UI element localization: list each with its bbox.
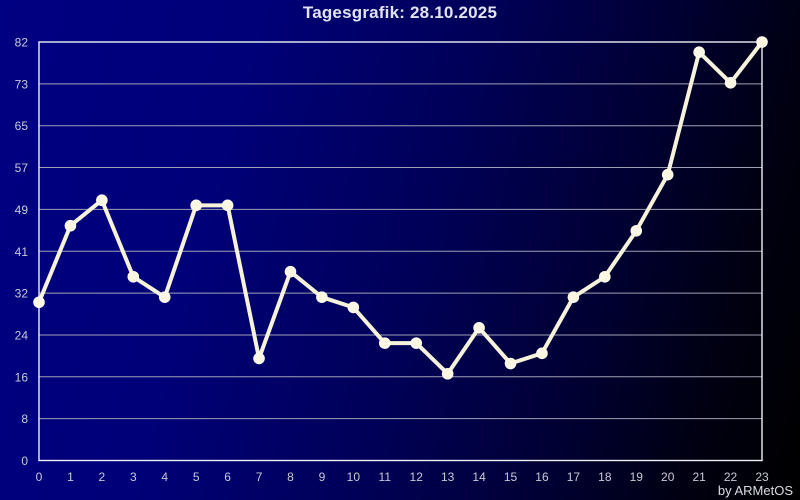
data-line	[37, 40, 764, 376]
data-point	[410, 337, 423, 349]
data-point	[441, 367, 454, 380]
x-tick-label: 1	[67, 470, 74, 484]
x-tick-label: 5	[193, 470, 200, 484]
data-point	[127, 270, 140, 283]
x-tick-label: 20	[661, 470, 675, 484]
data-point	[253, 352, 265, 365]
data-point	[536, 347, 548, 360]
data-point	[567, 291, 580, 303]
y-tick-label: 8	[21, 412, 28, 426]
x-tick-label: 14	[472, 470, 486, 484]
data-point	[724, 77, 737, 89]
x-tick-label: 13	[441, 470, 455, 484]
credit-label: by ARMetOS	[717, 483, 793, 498]
x-tick-label: 15	[504, 470, 518, 484]
y-tick-label: 65	[15, 119, 29, 133]
x-tick-label: 22	[724, 470, 738, 484]
y-tick-label: 41	[15, 245, 29, 259]
data-point	[756, 36, 768, 48]
y-tick-label: 0	[21, 454, 28, 468]
y-tick-label: 73	[15, 77, 29, 91]
x-tick-label: 18	[598, 470, 612, 484]
data-point	[64, 219, 77, 232]
x-tick-label: 6	[224, 470, 231, 484]
data-point	[96, 194, 108, 207]
x-tick-label: 7	[256, 470, 263, 484]
x-tick-label: 4	[161, 470, 168, 484]
data-point	[190, 199, 202, 212]
data-point	[347, 301, 360, 314]
data-point	[378, 337, 391, 349]
x-tick-label: 2	[99, 470, 106, 484]
chart-frame	[38, 41, 763, 462]
y-tick-label: 32	[15, 287, 29, 301]
y-tick-label: 16	[15, 370, 29, 384]
data-point	[599, 270, 611, 283]
chart-title: Tagesgrafik: 28.10.2025	[302, 3, 498, 22]
data-point	[473, 322, 485, 334]
y-tick-label: 57	[15, 161, 29, 175]
data-point	[284, 265, 297, 278]
data-point	[158, 291, 171, 303]
x-tick-label: 10	[347, 470, 361, 484]
data-point	[33, 296, 45, 309]
data-point	[630, 225, 643, 237]
data-point	[316, 291, 328, 303]
y-tick-label: 49	[15, 203, 29, 217]
x-tick-label: 21	[692, 470, 706, 484]
data-point	[221, 199, 234, 212]
x-tick-label: 11	[379, 470, 392, 484]
x-tick-label: 12	[410, 470, 424, 484]
x-tick-label: 9	[319, 470, 326, 484]
data-point	[504, 357, 517, 370]
data-point	[661, 168, 674, 181]
x-tick-label: 16	[535, 470, 549, 484]
x-tick-label: 23	[755, 470, 769, 484]
y-tick-label: 82	[15, 36, 29, 50]
x-tick-label: 3	[130, 470, 137, 484]
x-tick-label: 8	[287, 470, 294, 484]
x-tick-label: 19	[630, 470, 644, 484]
data-point	[693, 46, 705, 59]
x-tick-label: 0	[36, 470, 43, 484]
x-tick-label: 17	[567, 470, 581, 484]
y-tick-label: 24	[15, 328, 29, 342]
